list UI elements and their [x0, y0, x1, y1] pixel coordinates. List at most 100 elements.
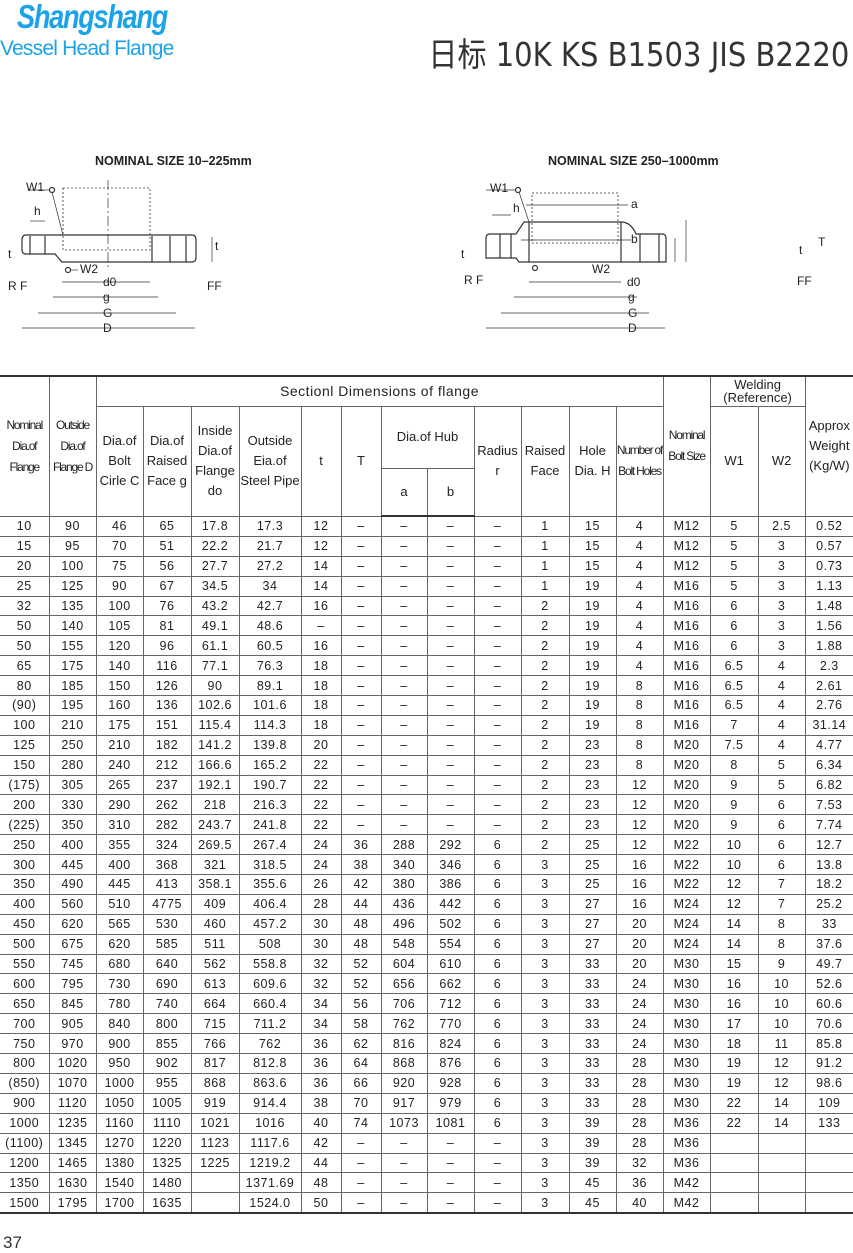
table-cell: 265	[95, 774, 144, 796]
table-cell: 60.5	[238, 635, 302, 657]
table-cell: 1081	[426, 1112, 475, 1134]
table-cell: 3	[520, 1092, 570, 1114]
table-cell: 817	[190, 1053, 240, 1074]
col-radius: Radius r	[473, 405, 522, 517]
table-cell: 20	[300, 734, 342, 756]
table-cell: 80	[0, 675, 50, 697]
table-cell: 10	[709, 834, 759, 856]
table-cell: 155	[48, 635, 97, 657]
table-cell: 6	[473, 1072, 522, 1094]
table-cell: 300	[0, 854, 50, 876]
table-cell: –	[340, 615, 382, 637]
table-cell: –	[426, 734, 475, 756]
table-cell: 318.5	[238, 854, 302, 876]
table-cell: 200	[0, 794, 50, 816]
table-cell: –	[340, 1132, 382, 1154]
label-w1: W1	[26, 180, 44, 194]
table-cell: 32	[300, 953, 342, 975]
table-cell: 1120	[48, 1092, 97, 1114]
table-cell: 4	[615, 575, 664, 597]
table-cell: 19	[568, 655, 617, 677]
table-row: 125 250 210 182 141.2 139.8 20– – – –2 23 8 M20 7.5 4 4…	[0, 734, 853, 756]
table-cell: –	[473, 1152, 522, 1174]
table-cell: 1500	[0, 1192, 50, 1214]
table-cell: –	[426, 1152, 475, 1174]
table-cell	[190, 1172, 240, 1194]
table-cell: 358.1	[190, 874, 240, 895]
table-cell: 4	[757, 734, 806, 756]
table-cell: 1325	[142, 1152, 192, 1174]
table-row: 80 185 150 126 90 89.1 18– – – –2 19 8 M16 6.5 4 2.61	[0, 675, 853, 697]
table-cell: 6	[473, 933, 522, 955]
table-cell: 1005	[142, 1092, 192, 1114]
table-cell: 17.8	[190, 515, 240, 537]
table-cell: 1	[520, 535, 570, 557]
col-raised-face: Raised Face	[520, 405, 570, 517]
table-cell: 12	[709, 893, 759, 915]
table-cell: 3	[757, 555, 806, 577]
table-cell: M12	[662, 535, 711, 557]
table-cell: 1200	[0, 1152, 50, 1174]
table-cell: 2	[520, 595, 570, 617]
table-cell: –	[380, 515, 428, 537]
table-cell: 288	[380, 834, 428, 856]
table-cell: 3	[520, 1172, 570, 1194]
brand-subtitle: Vessel Head Flange	[0, 37, 174, 60]
label-g: g	[103, 290, 110, 304]
table-cell	[804, 1152, 853, 1174]
table-cell: –	[473, 575, 522, 597]
table-cell: 33	[568, 1033, 617, 1055]
table-cell: 2	[520, 774, 570, 796]
table-cell: 6	[473, 1033, 522, 1055]
table-cell: 12	[300, 535, 342, 557]
table-cell: 0.52	[804, 515, 853, 537]
table-cell: 5	[757, 754, 806, 776]
table-cell: 6	[757, 834, 806, 856]
table-cell: M12	[662, 515, 711, 537]
table-cell: 6	[473, 1112, 522, 1134]
table-cell: 16	[300, 595, 342, 617]
col-pipe-dia: Outside Eia.of Steel Pipe	[238, 405, 302, 517]
table-row: 650 845 780 740 664 660.4 34 56 706 712 6 3 33 24 M30 1…	[0, 993, 853, 1015]
table-cell: 15	[568, 515, 617, 537]
table-cell: 340	[380, 854, 428, 876]
table-cell: M30	[662, 953, 711, 975]
table-cell: 620	[48, 913, 97, 935]
table-cell: –	[340, 1172, 382, 1194]
table-row: 900 1120 1050 1005 919 914.4 38 70 917 979 6 3 33 28 M…	[0, 1092, 853, 1114]
table-cell: –	[473, 555, 522, 577]
table-cell: 740	[142, 993, 192, 1015]
table-cell: 902	[142, 1053, 192, 1074]
table-row: 100 210 175 151 115.4 114.3 18– – – –2 19 8 M16 7 4 31.…	[0, 714, 853, 736]
table-cell: 81	[142, 615, 192, 637]
table-cell: 140	[95, 655, 144, 677]
col-T: T	[340, 405, 382, 517]
table-cell: 23	[568, 814, 617, 836]
table-cell: 33	[568, 973, 617, 995]
table-cell: M24	[662, 893, 711, 915]
table-cell: 16	[615, 893, 664, 915]
welding-header: Welding (Reference)	[709, 375, 806, 407]
table-cell: 34	[238, 575, 302, 597]
table-cell: 565	[95, 913, 144, 935]
table-cell: 562	[190, 953, 240, 975]
table-cell: 1.48	[804, 595, 853, 617]
table-cell: 190.7	[238, 774, 302, 796]
table-cell: 262	[142, 794, 192, 816]
table-cell: M36	[662, 1152, 711, 1174]
table-cell: 237	[142, 774, 192, 796]
table-cell: 1	[520, 575, 570, 597]
table-cell: 0.57	[804, 535, 853, 557]
table-cell	[709, 1132, 759, 1154]
table-cell: 4	[615, 555, 664, 577]
table-cell: 31.14	[804, 714, 853, 736]
table-cell: 406.4	[238, 893, 302, 915]
table-cell: –	[473, 675, 522, 697]
table-cell: 762	[238, 1033, 302, 1055]
table-cell: 10	[0, 515, 50, 537]
table-cell	[757, 1192, 806, 1214]
table-cell: 6	[757, 854, 806, 876]
table-cell: –	[473, 615, 522, 637]
table-cell: 48	[340, 933, 382, 955]
table-cell: 1225	[190, 1152, 240, 1174]
